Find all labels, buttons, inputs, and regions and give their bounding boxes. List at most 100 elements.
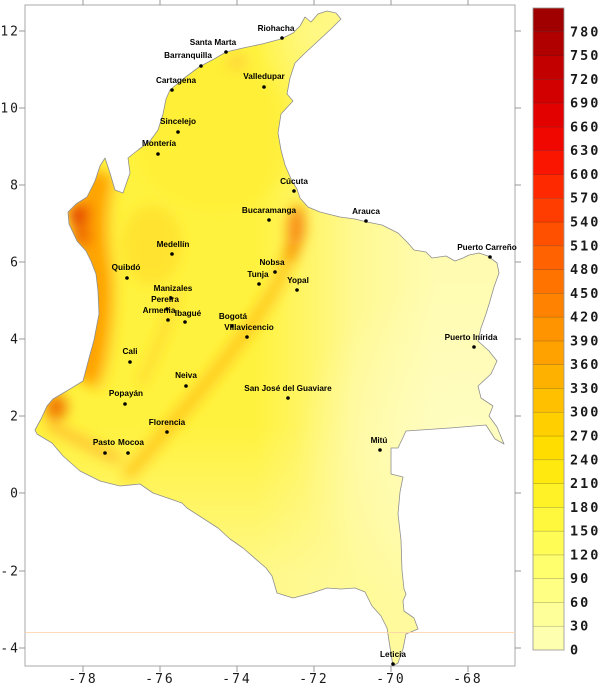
colorbar-tick-label: 0 [570, 643, 580, 659]
colorbar-cell [532, 102, 565, 128]
x-tick-label: -78 [68, 672, 97, 687]
colorbar-cell [532, 411, 565, 437]
colorbar-cell [532, 150, 565, 175]
colorbar-cell [532, 79, 565, 104]
colorbar-tick-label: 30 [570, 619, 590, 635]
colorbar-tick-label: 330 [570, 381, 600, 397]
city-label: Neiva [175, 371, 197, 380]
colorbar-tick-label: 300 [570, 405, 600, 421]
city-dot [472, 345, 476, 349]
city-label: Florencia [149, 418, 186, 427]
city-dot [257, 282, 261, 286]
colorbar-tick-label: 540 [570, 215, 600, 231]
city-dot [286, 396, 290, 400]
city-label: Valledupar [243, 72, 285, 81]
city-dot [165, 430, 169, 434]
colorbar-tick-label: 450 [570, 286, 600, 302]
city-label: San José del Guaviare [244, 384, 332, 393]
x-tick-label: -70 [376, 672, 405, 687]
city-dot [378, 448, 382, 452]
y-tick-label: 10 [0, 102, 20, 117]
city-dot [123, 402, 127, 406]
city-label: Villavicencio [224, 323, 273, 332]
city-dot [391, 662, 395, 666]
city-label: Sincelejo [160, 117, 196, 126]
city-label: Yopal [287, 276, 309, 285]
city-label: Puerto Inírida [445, 333, 498, 342]
colorbar-tick-label: 600 [570, 167, 600, 183]
colorbar-tick-label: 90 [570, 571, 590, 587]
plot-frame [24, 4, 516, 667]
colorbar-cell [532, 507, 565, 532]
y-tick-label: -2 [0, 565, 20, 580]
city-dot [488, 255, 492, 259]
y-tick-label: 4 [10, 333, 20, 348]
colorbar-tick-label: 390 [570, 333, 600, 349]
colorbar-tick-label: 780 [570, 24, 600, 40]
colorbar-cell [532, 31, 565, 56]
city-label: Nobsa [259, 258, 284, 267]
colorbar-tick-label: 630 [570, 143, 600, 159]
city-dot [128, 360, 132, 364]
x-tick-label: -68 [453, 672, 482, 687]
city-label: Pasto [93, 438, 115, 447]
colorbar-tick-label: 150 [570, 524, 600, 540]
x-tick-label: -72 [299, 672, 328, 687]
colorbar-cell [532, 221, 565, 247]
colorbar-cell [532, 269, 565, 294]
city-dot [184, 384, 188, 388]
colorbar-cell [532, 174, 565, 199]
colorbar-tick-label: 240 [570, 452, 600, 468]
colorbar-cell [532, 625, 565, 651]
colorbar-tick-label: 360 [570, 357, 600, 373]
city-label: Leticia [380, 650, 406, 659]
colorbar-cell [532, 126, 565, 151]
city-dot [199, 64, 203, 68]
city-label: Bucaramanga [242, 206, 297, 215]
city-dot [176, 130, 180, 134]
x-tick-label: -74 [222, 672, 251, 687]
colorbar-cell [532, 530, 565, 556]
y-tick-label: 6 [10, 256, 20, 271]
city-label: Mitú [371, 436, 388, 445]
y-tick-label: 0 [10, 487, 20, 502]
colorbar-cell [532, 459, 565, 484]
city-dot [230, 324, 234, 328]
city-dot [165, 307, 169, 311]
city-dot [103, 451, 107, 455]
city-dot [245, 335, 249, 339]
colorbar-cell [532, 340, 565, 365]
city-label: Pereira [151, 295, 179, 304]
city-label: Santa Marta [190, 38, 237, 47]
city-dot [364, 219, 368, 223]
city-label: Barranquilla [164, 51, 212, 60]
city-dot [125, 276, 129, 280]
city-dot [170, 252, 174, 256]
colorbar-tick-label: 270 [570, 429, 600, 445]
city-label: Mocoa [118, 438, 144, 447]
city-markers: Riohacha Santa Marta Barranquilla Cartagena… [93, 24, 517, 666]
city-label: Manizales [154, 284, 193, 293]
colorbar-tick-label: 690 [570, 96, 600, 112]
colorbar-cell [532, 245, 565, 270]
colorbar-cell [532, 435, 565, 461]
colorbar: 7807507206906606306005705405104804504203… [532, 7, 600, 659]
city-label: Armenia [143, 306, 176, 315]
colorbar-tick-label: 660 [570, 119, 600, 135]
city-label: Popayán [109, 389, 143, 398]
colombia-landmass [35, 11, 504, 666]
colorbar-tick-label: 720 [570, 72, 600, 88]
city-dot [183, 320, 187, 324]
city-label: Cali [122, 347, 137, 356]
colorbar-cell [532, 388, 565, 413]
city-label: Puerto Carreño [457, 243, 517, 252]
city-dot [224, 50, 228, 54]
y-tick-label: -4 [0, 642, 20, 657]
colorbar-tick-label: 120 [570, 547, 600, 563]
city-dot [292, 189, 296, 193]
city-label: Ibagué [175, 309, 202, 318]
colorbar-tick-label: 420 [570, 310, 600, 326]
colorbar-tick-label: 210 [570, 476, 600, 492]
axis-ticks [19, 0, 521, 672]
